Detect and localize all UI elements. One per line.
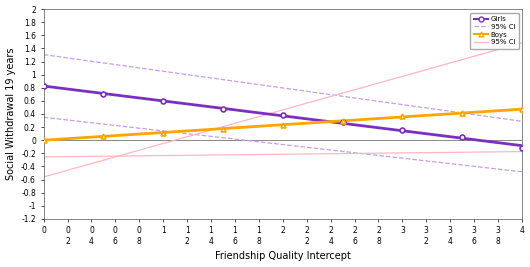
Legend: Girls, 95% CI, Boys, 95% CI: Girls, 95% CI, Boys, 95% CI <box>471 13 518 49</box>
Y-axis label: Social Withdrawal 19 years: Social Withdrawal 19 years <box>5 48 15 180</box>
X-axis label: Friendship Quality Intercept: Friendship Quality Intercept <box>215 252 351 261</box>
